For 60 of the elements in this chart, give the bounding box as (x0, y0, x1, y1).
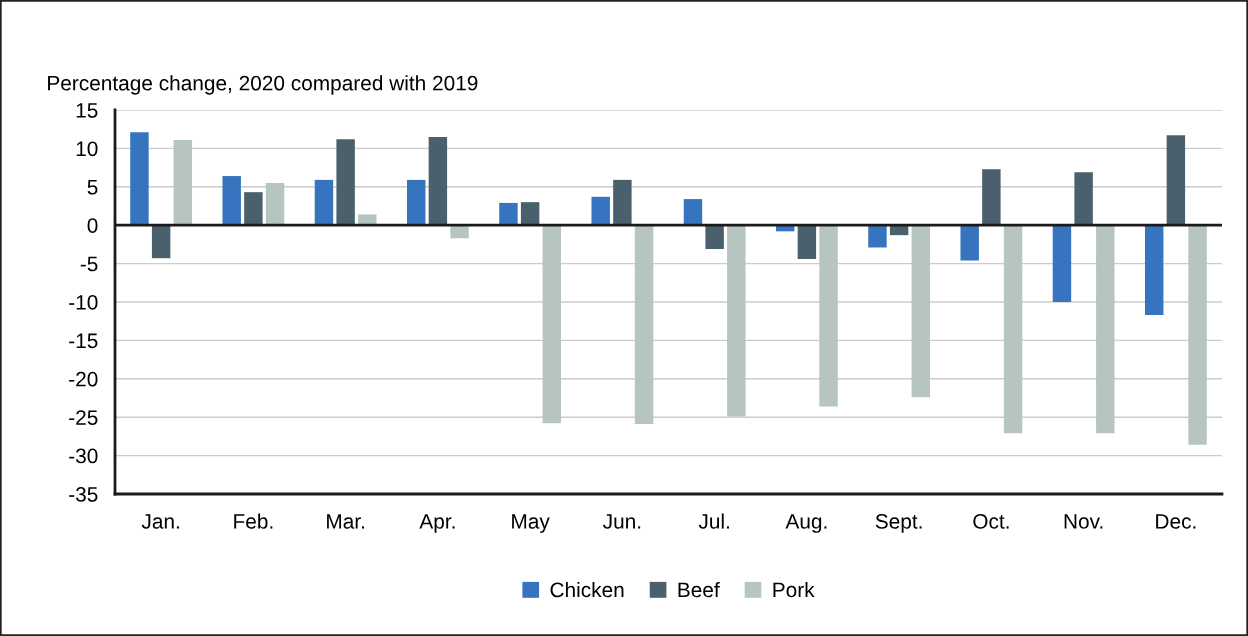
bar (960, 225, 979, 261)
bar (1074, 172, 1093, 226)
bar (130, 132, 149, 226)
y-tick-label: -5 (80, 256, 98, 272)
bar (1188, 225, 1207, 445)
x-tick-label: Aug. (785, 514, 827, 533)
x-tick-label: Sept. (875, 513, 922, 533)
x-tick-label: Jan. (141, 514, 179, 529)
y-tick-label: 5 (87, 180, 98, 195)
bar (520, 202, 540, 226)
y-tick-label: 15 (76, 103, 98, 118)
y-tick-label: 10 (76, 141, 98, 157)
y-axis-title: Percentage change, 2020 compared with 2019 (48, 75, 478, 95)
legend-label: Beef (678, 582, 720, 598)
bar (265, 182, 285, 226)
y-tick-label: -30 (69, 448, 98, 464)
bar (727, 225, 746, 417)
y-tick-label: -20 (69, 371, 98, 387)
y-tick-label: -10 (69, 295, 98, 310)
x-tick-label: Oct. (973, 513, 1009, 529)
y-tick-label: 0 (87, 218, 98, 233)
bar (1003, 225, 1023, 434)
bar (868, 225, 887, 248)
bar (982, 169, 1001, 226)
bar (428, 136, 448, 226)
bar (542, 225, 562, 424)
bar (819, 225, 838, 407)
bar (1144, 225, 1164, 316)
bar (1166, 135, 1186, 226)
bar (1052, 225, 1072, 302)
bar (406, 179, 426, 226)
y-tick-label: -35 (69, 487, 98, 502)
x-tick-label: Dec. (1156, 514, 1196, 529)
bar (634, 225, 654, 425)
x-tick-label: May (512, 514, 550, 533)
bar (314, 179, 334, 226)
x-tick-label: Mar. (327, 514, 364, 529)
legend-label: Pork (773, 581, 815, 598)
x-tick-label: Nov. (1064, 514, 1103, 529)
bar (613, 179, 632, 226)
bar (683, 199, 703, 226)
bar (797, 225, 817, 259)
x-tick-label: Apr. (419, 514, 455, 533)
bar (244, 192, 263, 226)
x-tick-label: Feb. (234, 513, 273, 529)
y-tick-label: -25 (69, 410, 98, 425)
legend-label: Chicken (550, 581, 624, 598)
bar (705, 225, 724, 250)
bar (911, 225, 931, 398)
y-tick-label: -15 (69, 333, 98, 349)
bar (173, 139, 193, 226)
bar (151, 225, 171, 259)
bar (1096, 225, 1115, 434)
bar (336, 139, 355, 226)
x-tick-label: Jul. (698, 513, 729, 529)
bar (222, 176, 241, 226)
bar (358, 214, 377, 226)
bar (591, 196, 610, 226)
bar (499, 202, 518, 226)
x-tick-label: Jun. (603, 514, 641, 529)
